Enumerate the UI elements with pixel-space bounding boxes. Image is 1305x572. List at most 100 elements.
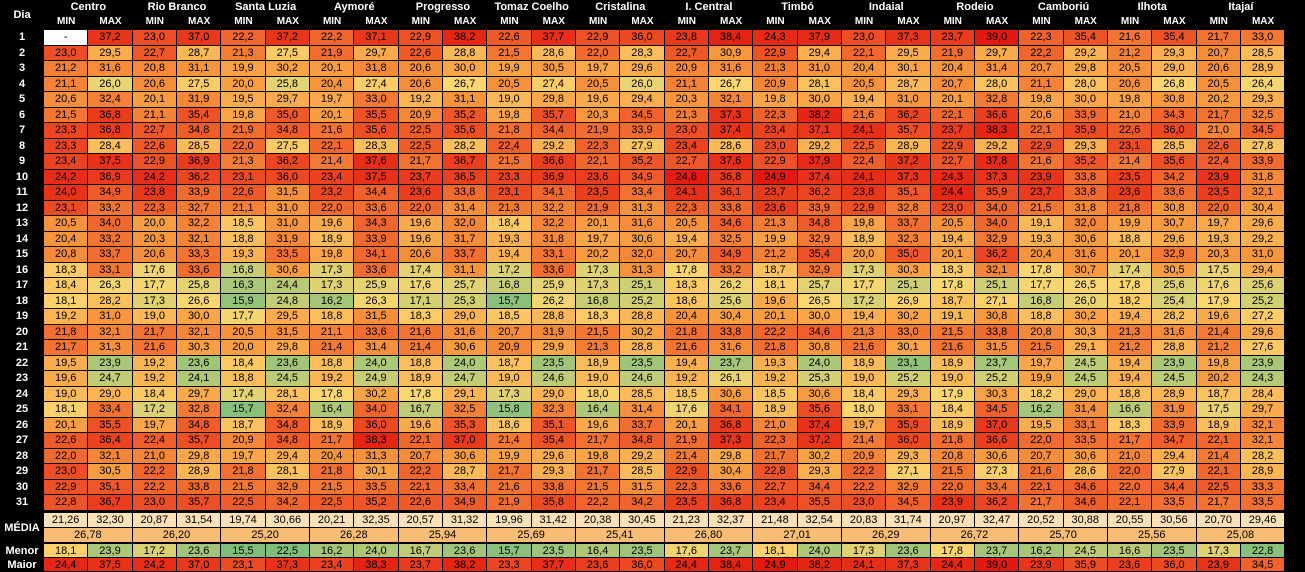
temperature-cell: 32,5 [708,231,754,247]
temperature-cell: 26,3 [354,293,399,309]
temperature-cell: 23,4 [664,138,709,154]
temperature-cell: 29,1 [1063,340,1108,356]
temperature-cell: 21,6 [1019,464,1064,480]
temperature-cell: 18,5 [487,309,532,325]
temperature-cell: 31,9 [265,231,310,247]
temperature-cell: 34,0 [354,402,399,418]
temperature-cell: 18,6 [487,417,532,433]
temperature-cell: 19,7 [841,417,887,433]
temperature-cell: 23,8 [841,185,887,201]
maior-value: 37,5 [88,557,133,572]
temperature-cell: 20,7 [1019,448,1064,464]
temperature-cell: 24,9 [753,169,798,185]
temperature-cell: 28,9 [1240,464,1286,480]
temperature-cell: 17,8 [398,386,443,402]
temperature-cell: 33,4 [620,185,665,201]
temperature-cell: 20,8 [1019,324,1064,340]
media-total-value: 25,69 [487,527,576,543]
temperature-cell: 29,3 [1152,45,1197,61]
maior-value: 38,3 [354,557,399,572]
temperature-cell: 15,8 [487,402,532,418]
temperature-cell: 25,1 [886,278,931,294]
temperature-cell: 36,1 [708,185,754,201]
temperature-cell: 31,5 [974,340,1020,356]
media-value: 31,74 [886,512,931,528]
temperature-cell: 30,0 [797,92,842,108]
media-total-value: 25,41 [575,527,665,543]
temperature-cell: 19,4 [841,309,887,325]
temperature-cell: 18,8 [1019,309,1064,325]
temperature-cell: 19,9 [753,231,798,247]
temperature-cell: 24,5 [1063,371,1108,387]
maior-value: 23,9 [1196,557,1241,572]
temperature-cell: 36,7 [88,495,133,511]
temperature-cell: 30,6 [974,448,1020,464]
temperature-cell: 18,0 [575,386,621,402]
temperature-cell: 19,6 [398,417,443,433]
temperature-cell: 24,4 [265,278,310,294]
temperature-cell: 37,5 [88,154,133,170]
temperature-cell: 34,4 [797,479,842,495]
temperature-cell: 20,2 [575,247,621,263]
temperature-cell: 23,9 [930,495,975,511]
maior-value: 24,4 [44,557,89,572]
temperature-cell: 23,7 [930,30,975,46]
temperature-cell: 18,9 [398,371,443,387]
day-label: 15 [15,248,29,260]
temperature-cell: 19,0 [132,309,177,325]
temperature-cell: 31,0 [886,92,931,108]
temperature-cell: 23,0 [132,30,177,46]
temperature-cell: 20,5 [575,76,621,92]
maior-value: 35,9 [1063,557,1108,572]
city-header: Santa Luzia [235,1,297,13]
media-total-value: 25,08 [1196,527,1286,543]
temperature-cell: 33,4 [974,479,1020,495]
temperature-cell: 31,5 [265,185,310,201]
temperature-cell: 19,4 [664,355,709,371]
temperature-cell: 17,7 [841,278,887,294]
temperature-cell: 26,1 [708,371,754,387]
temperature-cell: 19,1 [1019,216,1064,232]
temperature-cell: 21,8 [487,123,532,139]
temperature-cell: 17,9 [1196,293,1241,309]
min-header: MIN [677,16,696,27]
temperature-cell: 27,1 [886,464,931,480]
temperature-cell: 31,6 [620,216,665,232]
min-header: MIN [1032,16,1051,27]
city-header: I. Central [685,1,733,13]
temperature-cell: 22,3 [132,200,177,216]
temperature-cell: 20,6 [1196,61,1241,77]
temperature-cell: 28,8 [1152,340,1197,356]
temperature-cell: 18,9 [930,355,975,371]
temperature-cell: 17,1 [398,293,443,309]
temperature-cell: 20,5 [221,324,266,340]
temperature-cell: 33,2 [88,200,133,216]
temperature-cell: 22,2 [753,324,798,340]
temperature-cell: 32,5 [1240,107,1286,123]
temperature-cell: 32,2 [176,216,222,232]
temperature-cell: 22,4 [1196,154,1241,170]
temperature-cell: 22,0 [398,200,443,216]
temperature-cell: 21,9 [309,45,355,61]
temperature-cell: 21,4 [309,154,355,170]
day-label: 28 [15,449,29,462]
temperature-cell: 28,8 [531,309,576,325]
temperature-cell: 20,1 [309,61,355,77]
temperature-cell: 20,0 [221,76,266,92]
temperature-cell: 24,3 [930,169,975,185]
temperature-cell: 36,0 [620,30,665,46]
temperature-cell: 30,2 [797,448,842,464]
temperature-cell: 31,0 [1240,247,1286,263]
day-label: 25 [15,403,29,415]
temperature-cell: 20,4 [309,448,355,464]
temperature-cell: 24,6 [531,371,576,387]
temperature-cell: 33,1 [531,247,576,263]
temperature-cell: 38,2 [797,107,842,123]
temperature-cell: 35,2 [620,154,665,170]
temperature-cell: 20,4 [44,231,89,247]
temperature-cell: 32,1 [88,448,133,464]
media-total-value: 25,94 [398,527,488,543]
temperature-cell: 21,5 [930,464,975,480]
temperature-cell: 28,5 [620,464,665,480]
day-label: 16 [15,263,29,276]
